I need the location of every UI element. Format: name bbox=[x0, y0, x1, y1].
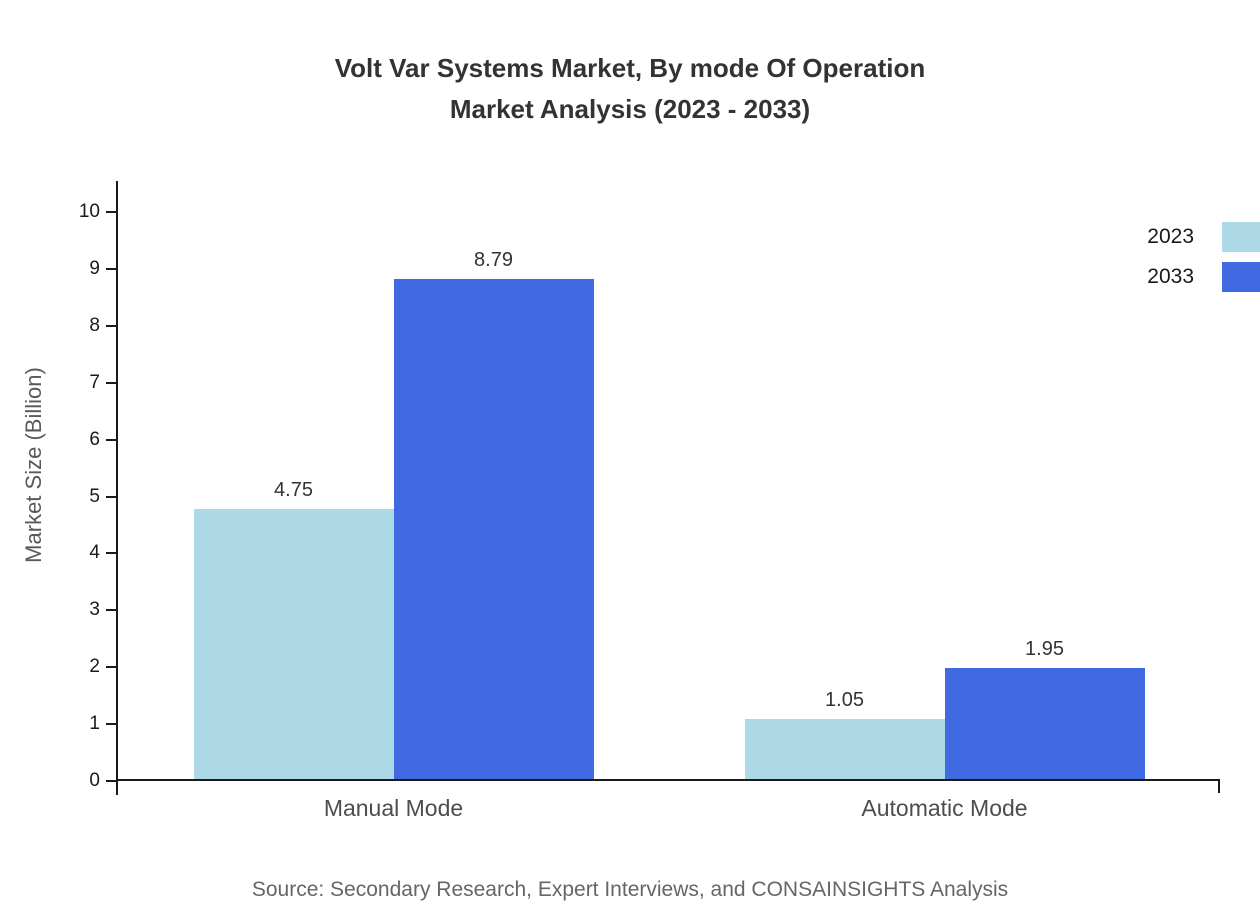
source-note: Source: Secondary Research, Expert Inter… bbox=[251, 878, 1009, 901]
chart-title-line1: Volt Var Systems Market, By mode Of Oper… bbox=[334, 53, 926, 83]
legend-item-2033: 2033 bbox=[1147, 262, 1260, 292]
y-tick-label: 1 bbox=[89, 713, 100, 735]
y-tick-mark bbox=[106, 552, 116, 555]
bar-2023-automatic-mode bbox=[744, 719, 945, 779]
x-axis-line bbox=[116, 779, 1220, 781]
legend-swatch bbox=[1222, 262, 1260, 292]
y-tick-label: 4 bbox=[89, 542, 100, 564]
legend-swatch bbox=[1222, 222, 1260, 252]
y-tick-mark bbox=[106, 495, 116, 498]
y-tick-mark bbox=[106, 381, 116, 384]
legend: 2023 2033 bbox=[1147, 222, 1260, 292]
y-tick-mark bbox=[106, 438, 116, 441]
bar-value-label: 1.95 bbox=[1025, 638, 1064, 661]
y-axis-label: Market Size (Billion) bbox=[21, 367, 46, 563]
x-category-label: Automatic Mode bbox=[861, 795, 1028, 821]
y-tick-label: 3 bbox=[89, 599, 100, 621]
bar-value-label: 1.05 bbox=[825, 689, 864, 712]
bar-2033-automatic-mode bbox=[944, 668, 1145, 779]
x-category-label: Manual Mode bbox=[323, 795, 464, 821]
y-tick-label: 10 bbox=[78, 201, 100, 222]
y-tick-mark bbox=[106, 780, 116, 782]
y-tick-mark bbox=[106, 211, 116, 213]
plot-area: 0 1 2 3 4 5 6 7 8 9 10 Manual Mode 4.75 8.79 Automatic… bbox=[79, 181, 1220, 821]
bar-2033-manual-mode bbox=[393, 278, 594, 779]
y-tick-label: 2 bbox=[89, 656, 100, 678]
y-tick-label: 5 bbox=[89, 485, 100, 507]
y-tick-mark bbox=[106, 267, 116, 270]
y-tick-mark bbox=[106, 723, 116, 726]
y-tick-mark bbox=[106, 609, 116, 612]
x-axis-right-tick bbox=[1218, 781, 1220, 793]
chart-title-line2: Market Analysis (2023 - 2033) bbox=[449, 94, 811, 125]
legend-label: 2033 bbox=[1147, 265, 1194, 288]
y-tick-mark bbox=[106, 324, 116, 327]
y-tick-label: 0 bbox=[89, 770, 100, 791]
legend-label: 2023 bbox=[1147, 225, 1194, 248]
y-tick-label: 7 bbox=[89, 371, 100, 393]
bar-2023-manual-mode bbox=[193, 508, 394, 779]
y-tick-label: 6 bbox=[89, 428, 100, 450]
x-axis-left-tick bbox=[116, 781, 118, 793]
y-tick-mark bbox=[106, 666, 116, 669]
bar-value-label: 4.75 bbox=[274, 478, 313, 501]
chart-title: Volt Var Systems Market, By mode Of Oper… bbox=[0, 48, 1260, 130]
y-tick-label: 9 bbox=[89, 257, 100, 279]
legend-item-2023: 2023 bbox=[1147, 222, 1260, 252]
bar-value-label: 8.79 bbox=[474, 248, 513, 271]
y-axis-line bbox=[116, 181, 118, 795]
y-tick-label: 8 bbox=[89, 314, 100, 336]
